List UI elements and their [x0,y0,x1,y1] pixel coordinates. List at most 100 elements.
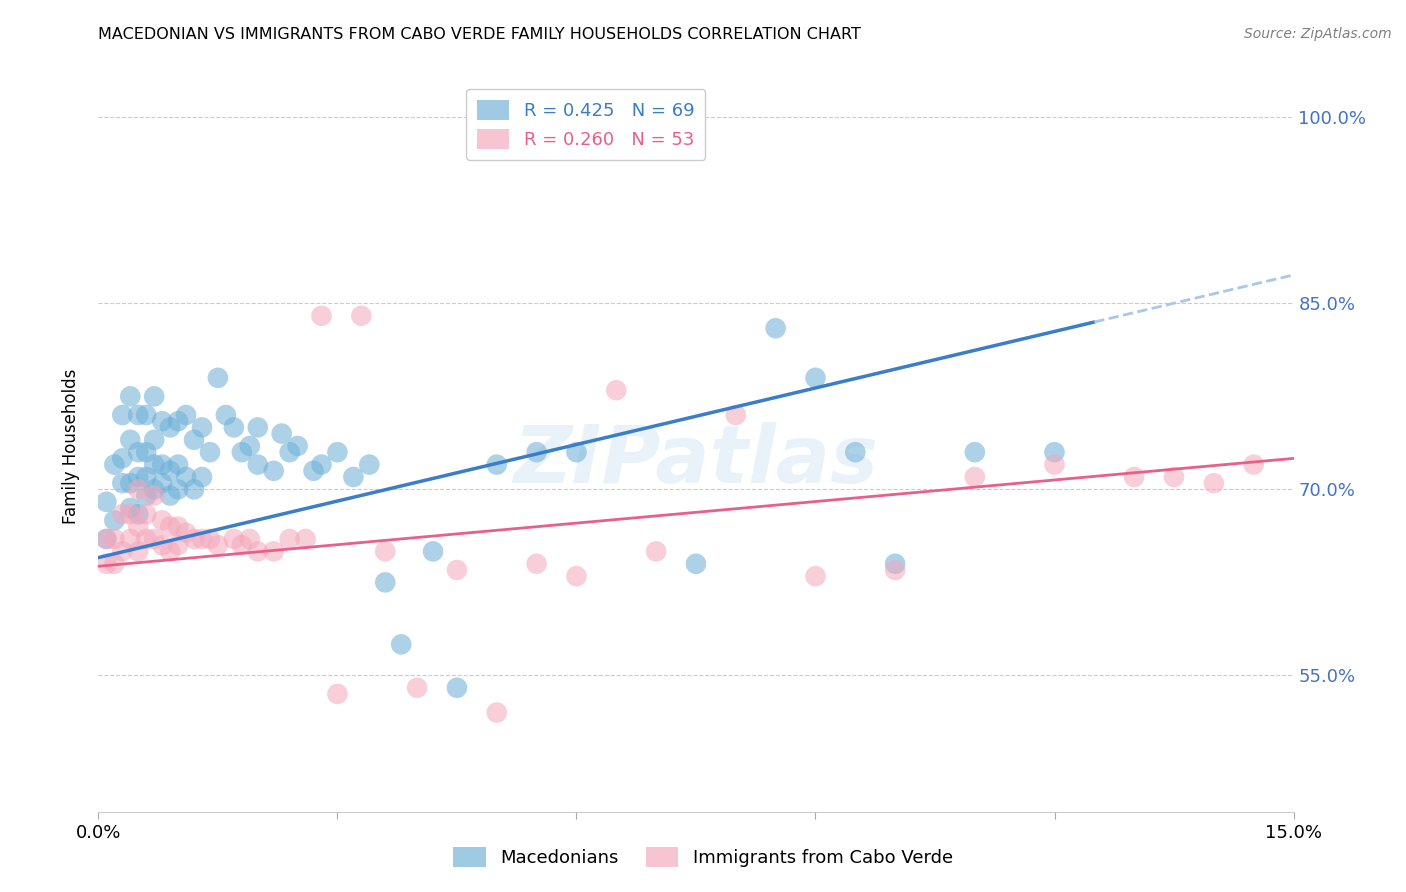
Point [198,532,221,546]
Point [374,544,396,558]
Point [167,458,190,472]
Point [120,532,142,546]
Point [294,532,316,546]
Point [1043,445,1066,459]
Point [207,371,229,385]
Point [605,383,627,397]
Point [326,687,349,701]
Legend: R = 0.425   N = 69, R = 0.260   N = 53: R = 0.425 N = 69, R = 0.260 N = 53 [465,89,706,160]
Point [191,420,214,434]
Point [239,532,262,546]
Point [159,489,181,503]
Point [884,557,907,571]
Point [287,439,309,453]
Point [96,532,118,546]
Point [143,389,166,403]
Point [150,476,173,491]
Point [150,513,173,527]
Text: Source: ZipAtlas.com: Source: ZipAtlas.com [1244,27,1392,41]
Point [350,309,373,323]
Point [207,538,229,552]
Point [215,408,238,422]
Point [1163,470,1185,484]
Point [120,500,142,515]
Point [103,532,125,546]
Point [246,544,269,558]
Point [645,544,668,558]
Point [127,544,149,558]
Point [191,532,214,546]
Point [103,513,125,527]
Point [198,445,221,459]
Point [183,483,205,497]
Point [143,433,166,447]
Point [174,470,197,484]
Point [159,420,181,434]
Point [167,519,190,533]
Point [263,544,285,558]
Point [96,557,118,571]
Point [120,433,142,447]
Point [565,445,588,459]
Point [1243,458,1265,472]
Point [127,408,149,422]
Point [1043,458,1066,472]
Point [111,408,134,422]
Point [127,445,149,459]
Point [127,507,149,521]
Point [222,532,245,546]
Point [278,445,301,459]
Point [143,532,166,546]
Point [111,476,134,491]
Text: ZIPatlas: ZIPatlas [513,422,879,500]
Point [167,414,190,428]
Point [159,544,181,558]
Point [222,420,245,434]
Point [150,458,173,472]
Legend: Macedonians, Immigrants from Cabo Verde: Macedonians, Immigrants from Cabo Verde [446,839,960,874]
Y-axis label: Family Households: Family Households [62,368,80,524]
Point [526,557,548,571]
Point [183,532,205,546]
Point [685,557,707,571]
Point [135,408,157,422]
Point [143,458,166,472]
Point [135,470,157,484]
Point [804,371,827,385]
Point [231,538,253,552]
Point [1123,470,1146,484]
Point [231,445,253,459]
Point [246,458,269,472]
Point [96,495,118,509]
Point [278,532,301,546]
Point [389,637,412,651]
Point [135,532,157,546]
Point [191,470,214,484]
Point [765,321,787,335]
Point [103,557,125,571]
Point [485,706,508,720]
Point [246,420,269,434]
Point [183,433,205,447]
Point [326,445,349,459]
Point [311,309,333,323]
Point [804,569,827,583]
Point [135,445,157,459]
Point [150,414,173,428]
Point [963,470,986,484]
Point [159,519,181,533]
Point [239,439,262,453]
Point [422,544,444,558]
Point [485,458,508,472]
Text: MACEDONIAN VS IMMIGRANTS FROM CABO VERDE FAMILY HOUSEHOLDS CORRELATION CHART: MACEDONIAN VS IMMIGRANTS FROM CABO VERDE… [98,27,862,42]
Point [111,451,134,466]
Point [724,408,747,422]
Point [135,489,157,503]
Point [526,445,548,459]
Point [167,483,190,497]
Point [446,681,468,695]
Point [143,483,166,497]
Point [120,476,142,491]
Point [96,532,118,546]
Point [127,519,149,533]
